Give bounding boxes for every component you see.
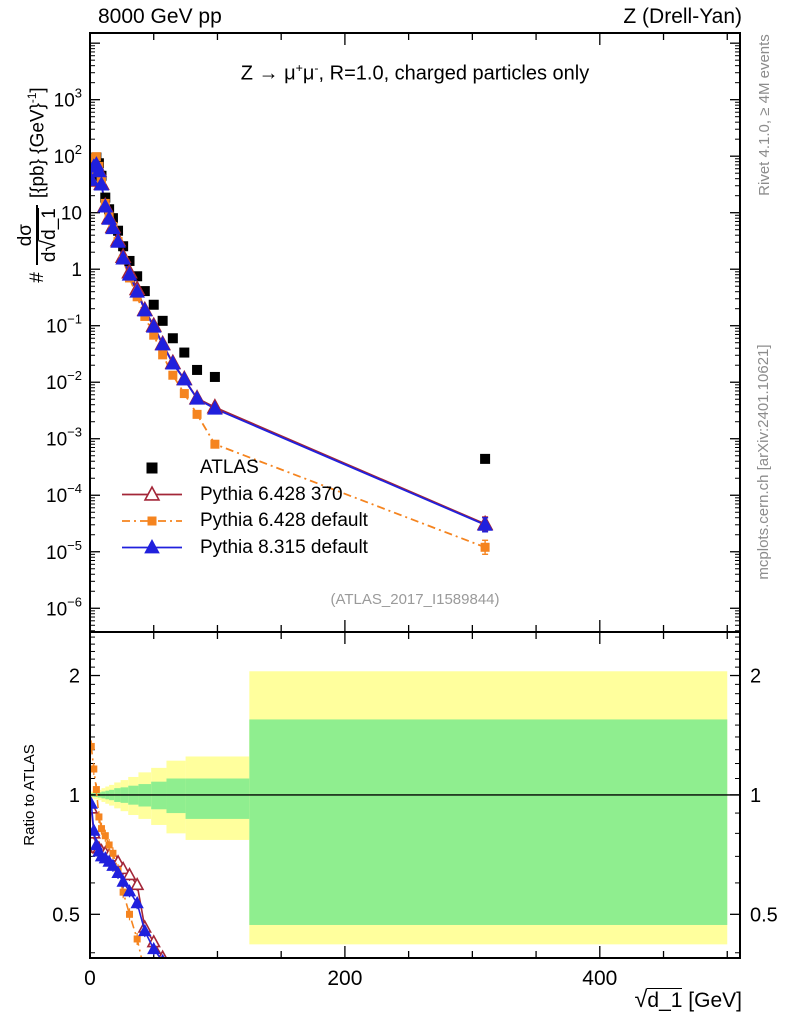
plot-title: Z → μ+μ-, R=1.0, charged particles only — [90, 61, 740, 86]
y-label-radicand: d_1 — [37, 208, 60, 240]
green-band-bin — [185, 778, 250, 819]
ratio-y-axis-label: Ratio to ATLAS — [21, 744, 38, 846]
y-label-units-pre: [{pb} {GeV} — [27, 103, 49, 199]
green-band-bin — [166, 778, 186, 814]
tick-label: 10 — [61, 204, 82, 225]
ratio-panel-frame — [89, 631, 741, 959]
tick-label: 0 — [84, 967, 96, 990]
beam-energy-label: 8000 GeV pp — [98, 5, 222, 28]
plot-title-text: Z → μ — [240, 62, 296, 85]
y-label-hash: # — [27, 272, 48, 283]
legend-icon-pythia-8-315-default — [122, 539, 182, 554]
main-panel-frame — [89, 32, 741, 633]
markers-pythia-8-315-default — [90, 156, 493, 533]
legend-icons — [122, 462, 182, 554]
mcplots-arxiv-note: mcplots.cern.ch [arXiv:2401.10621] — [755, 344, 772, 580]
y-label-den-d: d — [38, 251, 60, 263]
plot-title-text3: , R=1.0, charged particles only — [318, 62, 590, 85]
plot-title-text2: μ — [302, 62, 315, 85]
legend-icon-atlas — [146, 462, 158, 474]
y-label-units: [{pb} {GeV}-1] — [26, 87, 49, 198]
tick-label: 10−4 — [46, 481, 82, 507]
tick-label: 400 — [582, 967, 617, 990]
y-label-denominator: d√d_1 — [35, 205, 60, 266]
rivet-version-note: Rivet 4.1.0, ≥ 4M events — [756, 34, 773, 196]
plot-title-sup-minus: - — [314, 61, 319, 75]
plot-title-sup-plus: + — [295, 61, 303, 75]
x-axis-label: √d_1 [GeV] — [635, 986, 742, 1013]
tick-label: 1 — [69, 785, 80, 807]
tick-label: 10−5 — [46, 538, 82, 564]
tick-label: 1 — [71, 260, 82, 281]
tick-label: 0.5 — [52, 904, 80, 926]
uncertainty-bands — [90, 671, 728, 945]
legend-icon-pythia-6-428-370 — [122, 485, 182, 501]
ratio-series — [90, 740, 168, 958]
legend-icon-pythia-6-428-default — [122, 516, 182, 526]
tick-label: 10−3 — [46, 425, 82, 451]
tick-label: 10−6 — [46, 594, 82, 620]
main-series — [90, 152, 494, 555]
x-label-radicand: d_1 — [647, 988, 683, 1012]
y-label-units-post: ] — [27, 87, 49, 93]
tick-label: 1 — [750, 785, 761, 807]
analysis-id-watermark: (ATLAS_2017_I1589844) — [330, 591, 500, 608]
tick-label: 0.5 — [750, 904, 778, 926]
y-label-numerator: dσ — [15, 223, 37, 247]
legend-label-atlas: ATLAS — [200, 457, 259, 478]
legend-label-pythia8-default: Pythia 8.315 default — [200, 537, 368, 558]
sqrt-symbol: √ — [35, 239, 60, 252]
panel-frames — [89, 32, 741, 959]
tick-label: 2 — [750, 666, 761, 688]
process-label: Z (Drell-Yan) — [623, 5, 742, 28]
ratio-markers-pythia-8-315-default — [90, 796, 165, 958]
main-y-axis-label: # dσ d√d_1 [{pb} {GeV}-1] — [11, 0, 65, 375]
legend-label-pythia6-370: Pythia 6.428 370 — [200, 484, 343, 505]
x-label-sqrt-symbol: √ — [634, 986, 648, 1012]
tick-label: 2 — [69, 666, 80, 688]
y-label-units-sup: -1 — [26, 92, 40, 104]
tick-label: 200 — [327, 967, 362, 990]
y-label-fraction: dσ d√d_1 — [15, 205, 60, 266]
legend-label-pythia6-default: Pythia 6.428 default — [200, 510, 368, 531]
x-label-units: [GeV] — [682, 989, 742, 1012]
green-band-bin — [249, 719, 728, 925]
markers-pythia-6-428-370 — [90, 155, 494, 532]
